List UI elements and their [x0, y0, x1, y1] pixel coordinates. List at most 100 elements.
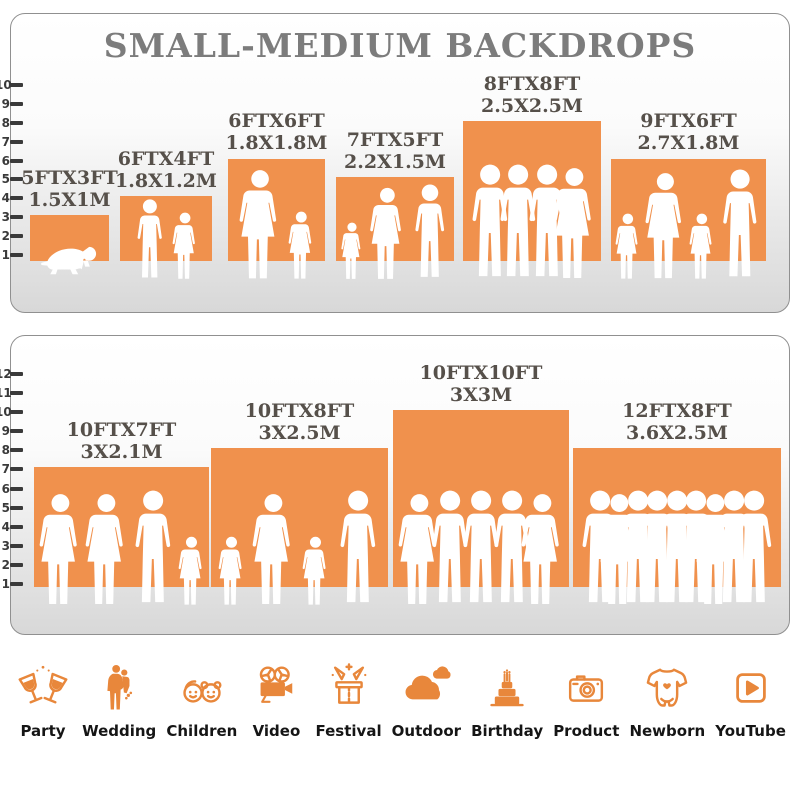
- y-axis-tick: [10, 467, 23, 472]
- size-feet-label: 5FTX3FT: [21, 167, 118, 190]
- size-feet-label: 6FTX4FT: [117, 148, 215, 171]
- y-axis-tick: [10, 101, 23, 106]
- bar-size-label: 6FTX4FT 1.8X1.2M: [115, 148, 217, 192]
- backdrop-bar-12ftx8ft: [573, 448, 781, 587]
- person-girl-silhouette: [614, 213, 642, 279]
- size-meters-label: 2.5X2.5M: [481, 94, 583, 117]
- y-axis-tick: [10, 410, 23, 415]
- category-wedding: Wedding: [82, 662, 156, 740]
- y-axis-tick-label: 10: [0, 77, 12, 92]
- size-feet-label: 10FTX7FT: [66, 419, 177, 442]
- person-woman-silhouette: [83, 493, 130, 605]
- backdrop-bar-10ftx8ft: [211, 448, 388, 587]
- person-man-silhouette: [334, 490, 382, 605]
- y-axis-tick-label: 5: [1, 500, 10, 515]
- category-label: Birthday: [471, 722, 544, 740]
- y-axis-tick: [10, 120, 23, 125]
- person-woman-silhouette: [643, 172, 688, 279]
- y-axis-tick: [10, 253, 23, 257]
- y-axis-tick: [10, 448, 23, 453]
- person-man-silhouette: [730, 490, 778, 605]
- y-axis-tick: [10, 139, 23, 144]
- category-label: Video: [252, 722, 301, 740]
- backdrop-bar-10ftx10ft: [393, 410, 569, 587]
- category-label: Product: [553, 722, 620, 740]
- category-label: YouTube: [715, 722, 786, 740]
- category-party: Party: [14, 662, 72, 740]
- person-woman-silhouette: [37, 493, 84, 605]
- bar-size-label: 7FTX5FT 2.2X1.5M: [344, 129, 446, 173]
- person-woman-silhouette: [519, 493, 566, 605]
- y-axis-tick-label: 11: [0, 385, 12, 400]
- category-label: Outdoor: [391, 722, 462, 740]
- size-feet-label: 10FTX10FT: [419, 362, 543, 385]
- y-axis-tick-label: 12: [0, 366, 12, 381]
- y-axis-tick: [10, 543, 23, 548]
- person-woman-silhouette: [237, 169, 283, 279]
- y-axis-tick-label: 2: [1, 228, 10, 243]
- backdrop-bar-7ftx5ft: [336, 177, 454, 261]
- bar-size-label: 8FTX8FT 2.5X2.5M: [481, 73, 583, 117]
- backdrop-bar-8ftx8ft: [463, 120, 601, 261]
- y-axis-tick: [10, 486, 23, 491]
- size-feet-label: 10FTX8FT: [244, 400, 355, 423]
- person-woman-silhouette: [250, 493, 297, 605]
- y-axis-tick-label: 6: [1, 153, 10, 168]
- category-video: Video: [247, 662, 305, 740]
- y-axis-tick: [10, 177, 23, 182]
- bar-size-label: 9FTX6FT 2.7X1.8M: [638, 110, 740, 154]
- backdrop-bar-10ftx7ft: [34, 467, 209, 587]
- y-axis-tick: [10, 505, 23, 510]
- y-axis-tick-label: 3: [1, 538, 10, 553]
- bar-size-label: 10FTX7FT 3X2.1M: [67, 419, 177, 463]
- page-title: SMALL-MEDIUM BACKDROPS: [103, 26, 697, 65]
- person-boy-silhouette: [133, 199, 167, 279]
- size-feet-label: 6FTX6FT: [228, 110, 325, 133]
- y-axis-tick: [10, 391, 23, 395]
- newborn-icon: [641, 662, 693, 714]
- category-festival: Festival: [316, 662, 382, 740]
- person-girl-silhouette: [217, 536, 246, 605]
- size-chart-panel-small: SMALL-MEDIUM BACKDROPS 1 2 3 4 5 6 7 8 9 10 5FTX3F…: [0, 13, 790, 313]
- bar-size-label: 12FTX8FT 3.6X2.5M: [622, 400, 732, 444]
- category-label: Wedding: [82, 722, 157, 740]
- y-axis-tick: [10, 371, 23, 376]
- y-axis-tick-label: 1: [1, 576, 10, 591]
- category-row: Party Wedding Children Video Festival Outdoor…: [14, 662, 786, 740]
- bar-size-label: 6FTX6FT 1.8X1.8M: [226, 110, 328, 154]
- category-label: Children: [166, 722, 238, 740]
- person-woman-silhouette: [368, 187, 407, 279]
- person-girl-silhouette: [688, 213, 716, 279]
- y-axis-tick-label: 10: [0, 404, 12, 419]
- bar-size-label: 5FTX3FT 1.5X1M: [21, 167, 117, 211]
- size-meters-label: 1.8X1.8M: [225, 132, 328, 155]
- category-outdoor: Outdoor: [392, 662, 461, 740]
- category-label: Newborn: [629, 722, 706, 740]
- category-children: Children: [166, 662, 237, 740]
- person-girl-silhouette: [301, 536, 330, 605]
- festival-icon: [323, 662, 375, 714]
- y-axis-tick-label: 5: [1, 172, 10, 187]
- y-axis-tick: [10, 158, 23, 163]
- size-meters-label: 3X2.5M: [258, 422, 341, 445]
- person-girl-silhouette: [171, 212, 199, 279]
- y-axis-tick-label: 4: [1, 191, 10, 206]
- y-axis-tick: [10, 562, 23, 567]
- person-girl-silhouette: [340, 222, 364, 279]
- category-newborn: Newborn: [629, 662, 705, 740]
- category-product: Product: [553, 662, 619, 740]
- person-woman-silhouette: [551, 167, 598, 279]
- y-axis-tick-label: 3: [1, 209, 10, 224]
- category-youtube: YouTube: [715, 662, 786, 740]
- party-icon: [17, 662, 69, 714]
- size-meters-label: 3X2.1M: [80, 441, 163, 464]
- y-axis-tick-label: 8: [1, 115, 10, 130]
- y-axis-tick-label: 9: [1, 423, 10, 438]
- product-icon: [560, 662, 612, 714]
- y-axis-tick-label: 9: [1, 96, 10, 111]
- bar-size-label: 10FTX10FT 3X3M: [420, 362, 543, 406]
- youtube-icon: [725, 662, 777, 714]
- y-axis-tick: [10, 582, 23, 586]
- size-meters-label: 3.6X2.5M: [626, 422, 728, 445]
